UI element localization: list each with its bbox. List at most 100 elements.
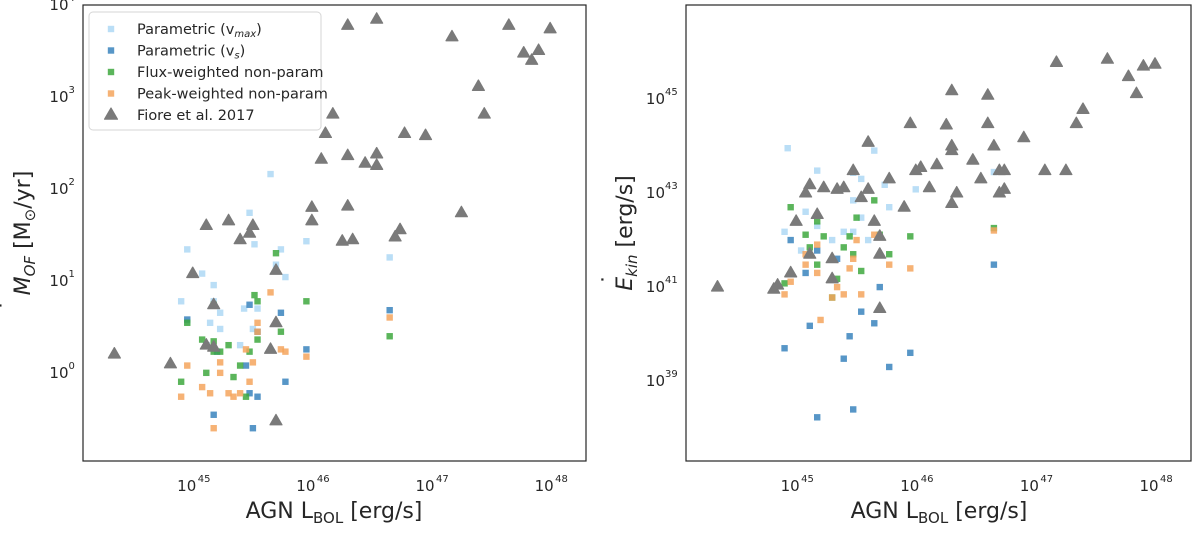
left-point-vs (242, 362, 250, 369)
left-point-fiore (341, 148, 355, 161)
left-point-fiore (471, 79, 485, 91)
right-point-flux (853, 214, 860, 221)
right-point-fiore (1100, 52, 1114, 64)
left-point-fiore (269, 413, 283, 426)
left-point-peak (254, 319, 261, 327)
left-point-peak (184, 362, 191, 369)
left-series-flux (177, 250, 393, 400)
right-point-peak (907, 265, 914, 272)
right-point-fiore (987, 138, 1001, 151)
right-point-peak (840, 291, 847, 298)
right-y-dot: ˙ (599, 274, 624, 285)
left-point-vmax (254, 305, 261, 312)
left-point-peak (277, 346, 285, 353)
left-point-fiore (186, 266, 200, 279)
right-point-fiore (981, 88, 995, 100)
left-x-tick-label: 10 (296, 477, 315, 495)
left-point-vmax (198, 270, 206, 277)
right-point-fiore (922, 180, 936, 193)
right-point-flux (840, 244, 847, 251)
left-plot-marks (107, 12, 557, 432)
right-point-flux (814, 218, 821, 225)
right-point-fiore (997, 163, 1011, 176)
left-point-flux (203, 369, 210, 377)
left-y-tick-label: 10 (49, 364, 68, 382)
left-point-fiore (346, 232, 360, 245)
right-x-tick-exponent: 46 (921, 474, 934, 485)
left-point-flux (225, 341, 232, 349)
right-x-tick-exponent: 48 (1160, 474, 1173, 485)
left-point-fiore (388, 229, 402, 242)
left-x-tick-label: 10 (415, 477, 434, 495)
left-point-flux (246, 348, 253, 355)
right-point-peak (850, 255, 857, 262)
right-point-fiore (873, 301, 887, 314)
right-point-peak (858, 291, 865, 298)
left-point-peak (225, 390, 232, 397)
left-point-flux (254, 298, 261, 305)
right-point-fiore (981, 116, 995, 129)
left-y-tick-exponent: 1 (69, 269, 75, 280)
left-point-fiore (418, 128, 433, 141)
right-x-tick-label: 10 (900, 477, 919, 495)
left-point-vmax (177, 298, 185, 305)
left-point-flux (184, 319, 191, 327)
left-point-fiore (445, 29, 459, 42)
right-x-tick-label: 10 (1139, 477, 1158, 495)
left-point-fiore (370, 12, 384, 24)
left-point-fiore (397, 126, 412, 139)
right-x-tick-exponent: 45 (801, 474, 814, 485)
right-point-fiore (1059, 163, 1073, 176)
right-point-vs (814, 414, 821, 421)
left-series-peak (177, 289, 393, 432)
right-point-peak (886, 261, 893, 268)
right-y-tick-label: 10 (646, 278, 665, 296)
right-point-vs (787, 236, 794, 244)
right-y-tick-exponent: 39 (665, 369, 678, 380)
left-point-peak (282, 348, 289, 355)
right-series-vmax (781, 144, 998, 254)
right-point-vmax (814, 167, 821, 174)
legend-item-peak: Peak-weighted non-param (107, 87, 328, 103)
left-point-vmax (386, 254, 393, 261)
right-point-flux (833, 275, 841, 283)
left-point-flux (198, 336, 206, 343)
left-point-fiore (335, 234, 349, 246)
right-point-fiore (897, 200, 911, 212)
right-series-peak (781, 227, 998, 324)
right-y-tick-label: 10 (646, 372, 665, 390)
right-point-fiore (789, 214, 803, 226)
right-point-vmax (886, 204, 893, 211)
left-x-tick-exponent: 45 (198, 474, 211, 485)
right-point-fiore (945, 83, 959, 96)
right-point-fiore (846, 163, 860, 176)
left-point-fiore (358, 156, 372, 168)
right-point-fiore (1069, 116, 1083, 129)
left-axes-frame (82, 4, 587, 462)
left-point-flux (242, 393, 250, 400)
left-point-vmax (282, 273, 289, 281)
right-point-fiore (939, 117, 953, 130)
left-point-vmax (184, 246, 191, 253)
left-point-vs (254, 393, 261, 400)
legend-item-fiore: Fiore et al. 2017 (103, 107, 255, 124)
left-y-tick-exponent: 0 (69, 361, 75, 372)
left-y-tick-exponent: 3 (69, 85, 75, 96)
legend-marker-flux (107, 68, 115, 76)
right-point-fiore (1049, 55, 1064, 67)
right-point-peak (833, 283, 841, 291)
legend-marker-fiore (103, 107, 119, 120)
legend-box (88, 11, 322, 131)
right-point-vmax (802, 208, 809, 215)
left-point-vmax (246, 209, 253, 216)
left-x-tick-label: 10 (177, 477, 196, 495)
right-point-fiore (854, 190, 868, 203)
left-point-fiore (477, 107, 491, 119)
right-point-vs (850, 406, 857, 413)
right-point-fiore (817, 180, 831, 193)
left-point-peak (198, 383, 206, 391)
right-point-fiore (1038, 163, 1052, 176)
left-point-peak (303, 353, 310, 360)
